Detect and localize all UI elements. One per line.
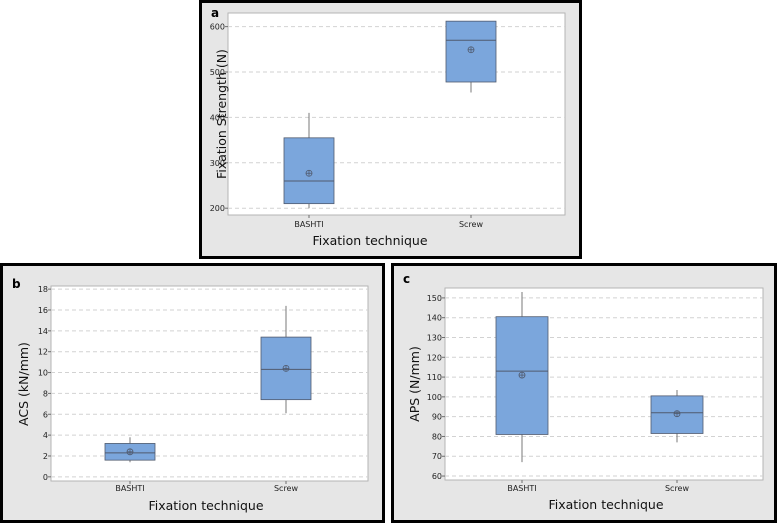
y-tick-label: 12 [38,348,48,357]
x-axis-label: Fixation technique [548,497,663,512]
y-tick-label: 150 [427,294,442,303]
y-tick-label: 16 [38,306,48,315]
x-tick-label-bashti: BASHTI [294,220,323,229]
y-tick-label: 110 [427,373,442,382]
x-axis-label: Fixation technique [312,233,427,248]
y-tick-label: 90 [432,413,442,422]
y-tick-label: 60 [432,472,442,481]
boxplot-b: 0 2 4 6 8 10 12 14 16 18 BASHTI Screw b ACS (kN/mm) Fi… [12,277,369,513]
y-axis-label: Fixation Strength (N) [214,49,229,179]
y-tick-label: 300 [210,159,225,168]
y-tick-label: 14 [38,327,48,336]
plot-area [227,12,566,216]
y-tick-label: 0 [43,473,48,482]
y-tick-label: 120 [427,353,442,362]
panel-label: c [403,272,410,286]
y-tick-label: 500 [210,68,225,77]
y-tick-label: 10 [38,369,48,378]
panel-label: b [12,277,21,291]
y-tick-label: 4 [43,431,48,440]
x-tick-label-screw: Screw [665,484,690,493]
x-tick-label-screw: Screw [459,220,484,229]
y-tick-label: 600 [210,23,225,32]
chart-panel-c: 60 70 80 90 100 110 120 130 140 150 BASHTI Screw c AP… [391,263,777,523]
y-axis-label: APS (N/mm) [407,346,422,422]
plot-area [50,285,369,482]
x-tick-label-bashti: BASHTI [507,484,536,493]
x-tick-label-screw: Screw [274,484,299,493]
y-tick-label: 200 [210,204,225,213]
y-tick-label: 80 [432,432,442,441]
boxplot-a: 200 300 400 500 600 BASHTI Screw a Fixation Stre… [210,6,566,248]
y-tick-label: 100 [427,393,442,402]
chart-panel-a: 200 300 400 500 600 BASHTI Screw a Fixation Stre… [199,0,582,259]
x-tick-label-bashti: BASHTI [115,484,144,493]
panel-label: a [211,6,219,20]
y-tick-label: 8 [43,389,48,398]
x-axis-label: Fixation technique [148,498,263,513]
y-axis-label: ACS (kN/mm) [16,342,31,426]
y-tick-label: 6 [43,410,48,419]
y-tick-label: 2 [43,452,48,461]
plot-area [444,287,764,481]
y-tick-label: 400 [210,113,225,122]
y-tick-label: 70 [432,452,442,461]
y-tick-label: 130 [427,333,442,342]
y-tick-label: 140 [427,314,442,323]
y-tick-label: 18 [38,285,48,294]
chart-panel-b: 0 2 4 6 8 10 12 14 16 18 BASHTI Screw b ACS (kN/mm) Fi… [0,263,385,523]
boxplot-c: 60 70 80 90 100 110 120 130 140 150 BASHTI Screw c AP… [403,272,764,512]
